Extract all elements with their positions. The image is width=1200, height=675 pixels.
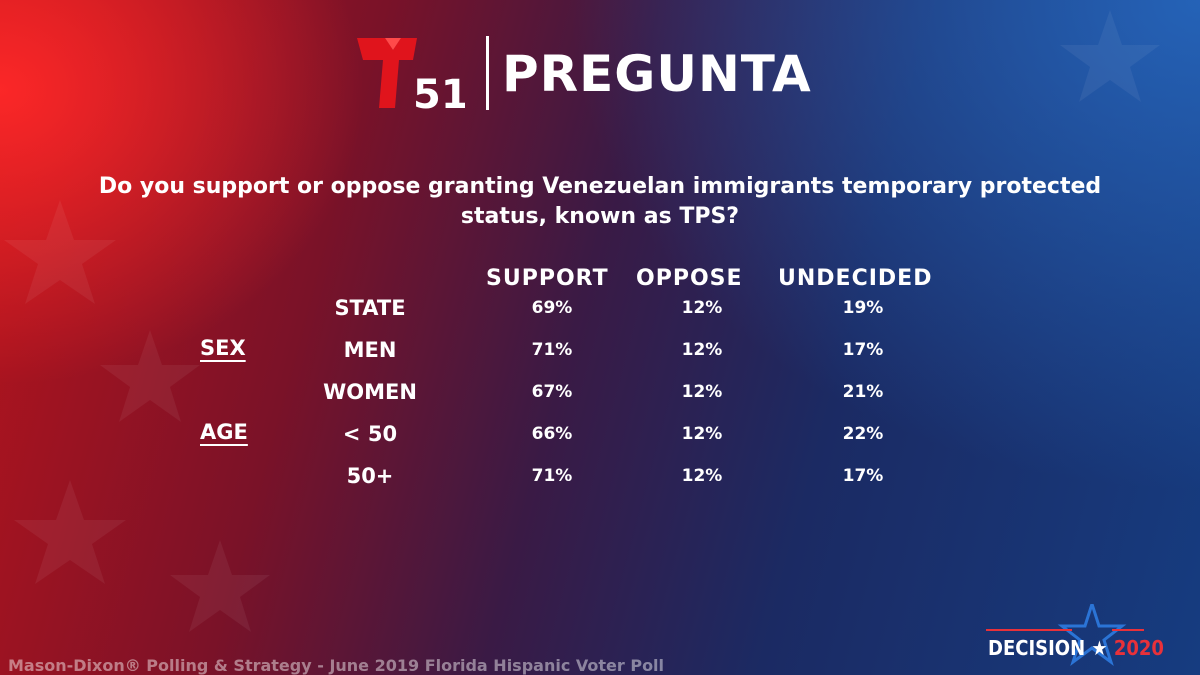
support-value: 69%: [531, 298, 573, 318]
support-value: 71%: [531, 340, 573, 360]
column-header-undecided: UNDECIDED: [778, 266, 933, 291]
row-label: < 50: [342, 422, 398, 446]
group-label-age: AGE: [200, 420, 248, 444]
star-icon: ★: [1091, 636, 1108, 660]
star-shape: [14, 480, 126, 584]
undecided-value: 19%: [842, 298, 884, 318]
page-title: PREGUNTA: [502, 45, 812, 103]
telemundo-logo: 51: [357, 38, 465, 112]
star-shape: [100, 330, 200, 422]
star-shape: [1060, 10, 1160, 102]
logo-number: 51: [413, 72, 465, 112]
undecided-value: 21%: [842, 382, 884, 402]
badge-star-outline: [1057, 604, 1127, 666]
support-value: 66%: [531, 424, 573, 444]
undecided-value: 17%: [842, 466, 884, 486]
undecided-value: 22%: [842, 424, 884, 444]
decision-2020-badge: DECISION ★ 2020: [988, 636, 1164, 660]
badge-word: DECISION: [988, 636, 1086, 660]
star-shape: [170, 540, 270, 632]
row-label: MEN: [343, 338, 397, 362]
row-label: 50+: [346, 464, 394, 488]
row-label: WOMEN: [323, 380, 417, 404]
column-header-oppose: OPPOSE: [636, 266, 743, 291]
undecided-value: 17%: [842, 340, 884, 360]
oppose-value: 12%: [681, 298, 723, 318]
header-divider: [486, 36, 489, 110]
group-label-sex: SEX: [200, 336, 246, 360]
oppose-value: 12%: [681, 424, 723, 444]
row-label: STATE: [334, 296, 406, 320]
question-text: Do you support or oppose granting Venezu…: [98, 174, 1102, 229]
support-value: 71%: [531, 466, 573, 486]
source-footnote: Mason-Dixon® Polling & Strategy - June 2…: [8, 656, 665, 675]
oppose-value: 12%: [681, 340, 723, 360]
logo-t-shape: [357, 38, 417, 108]
oppose-value: 12%: [681, 382, 723, 402]
column-header-support: SUPPORT: [486, 266, 609, 291]
badge-year: 2020: [1113, 636, 1164, 660]
support-value: 67%: [531, 382, 573, 402]
decision-2020-badge-graphic: [986, 604, 1144, 666]
oppose-value: 12%: [681, 466, 723, 486]
